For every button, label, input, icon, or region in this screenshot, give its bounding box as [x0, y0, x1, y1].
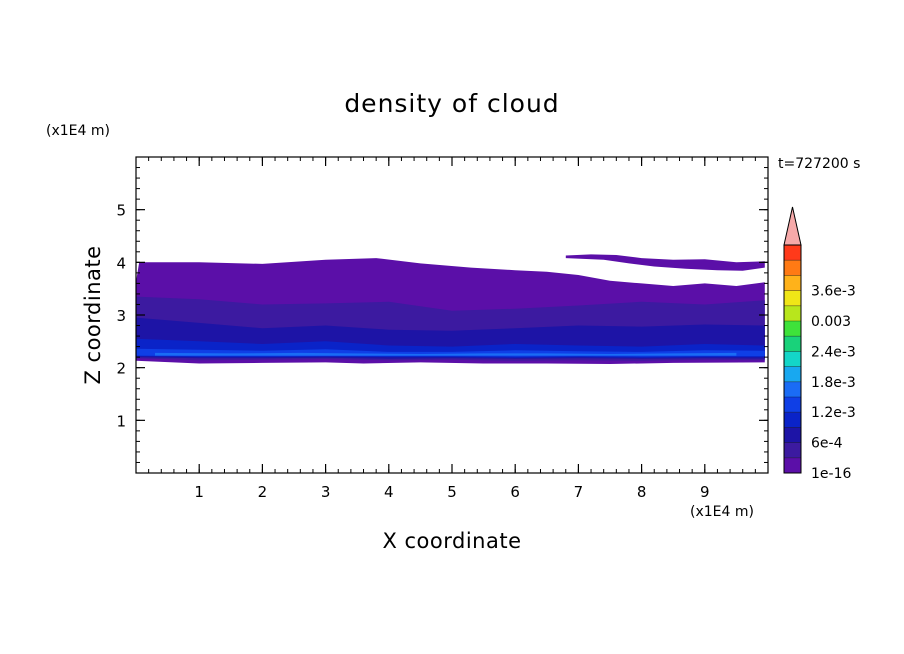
colorbar-segment [784, 336, 801, 352]
chart-title: density of cloud [344, 89, 559, 118]
colorbar-extend-arrow [783, 206, 802, 246]
y-tick-label: 3 [116, 307, 126, 325]
colorbar-segment [784, 442, 801, 458]
colorbar-frame [783, 244, 802, 474]
y-tick-label: 1 [116, 412, 126, 430]
colorbar: 1e-16 6e-4 1.2e-3 1.8e-3 2.4e-3 0.003 3.6e-3 [783, 206, 856, 482]
x-tick-label: 2 [258, 483, 268, 501]
x-tick-label: 1 [194, 483, 204, 501]
x-tick-label: 3 [321, 483, 331, 501]
colorbar-tick-label: 2.4e-3 [811, 344, 856, 360]
x-tick-label: 6 [510, 483, 520, 501]
colorbar-segment [784, 275, 801, 291]
y-tick-label: 5 [116, 202, 126, 220]
y-unit-label: (x1E4 m) [46, 123, 110, 139]
colorbar-segment [784, 305, 801, 321]
y-axis-label: Z coordinate [81, 245, 105, 384]
y-tick-label: 4 [116, 254, 126, 272]
x-unit-label: (x1E4 m) [690, 504, 754, 520]
colorbar-tick-label: 1e-16 [811, 466, 851, 482]
x-tick-label: 5 [447, 483, 457, 501]
colorbar-tick-label: 0.003 [811, 314, 851, 330]
x-tick-label: 9 [700, 483, 710, 501]
colorbar-segment [784, 351, 801, 367]
colorbar-tick-label: 1.8e-3 [811, 375, 856, 391]
colorbar-segment [784, 321, 801, 337]
x-tick-label: 4 [384, 483, 394, 501]
colorbar-segment [784, 260, 801, 276]
plot-area: 1 2 3 4 5 6 7 8 9 1 2 3 4 5 [116, 156, 769, 501]
x-axis-label: X coordinate [382, 529, 521, 553]
colorbar-segment [784, 397, 801, 413]
colorbar-segment [784, 290, 801, 306]
time-label: t=727200 s [778, 156, 860, 172]
x-tick-label: 7 [574, 483, 584, 501]
cloud-layer-core [155, 352, 737, 356]
x-tick-label: 8 [637, 483, 647, 501]
colorbar-segment [784, 457, 801, 473]
y-tick-label: 2 [116, 360, 126, 378]
colorbar-tick-label: 1.2e-3 [811, 405, 856, 421]
colorbar-segment [784, 245, 801, 261]
colorbar-segment [784, 366, 801, 382]
colorbar-tick-label: 6e-4 [811, 436, 843, 452]
colorbar-segment [784, 412, 801, 428]
colorbar-tick-label: 3.6e-3 [811, 284, 856, 300]
colorbar-segment [784, 427, 801, 443]
cloud-layer-upper-filament [565, 254, 765, 271]
colorbar-segment [784, 381, 801, 397]
